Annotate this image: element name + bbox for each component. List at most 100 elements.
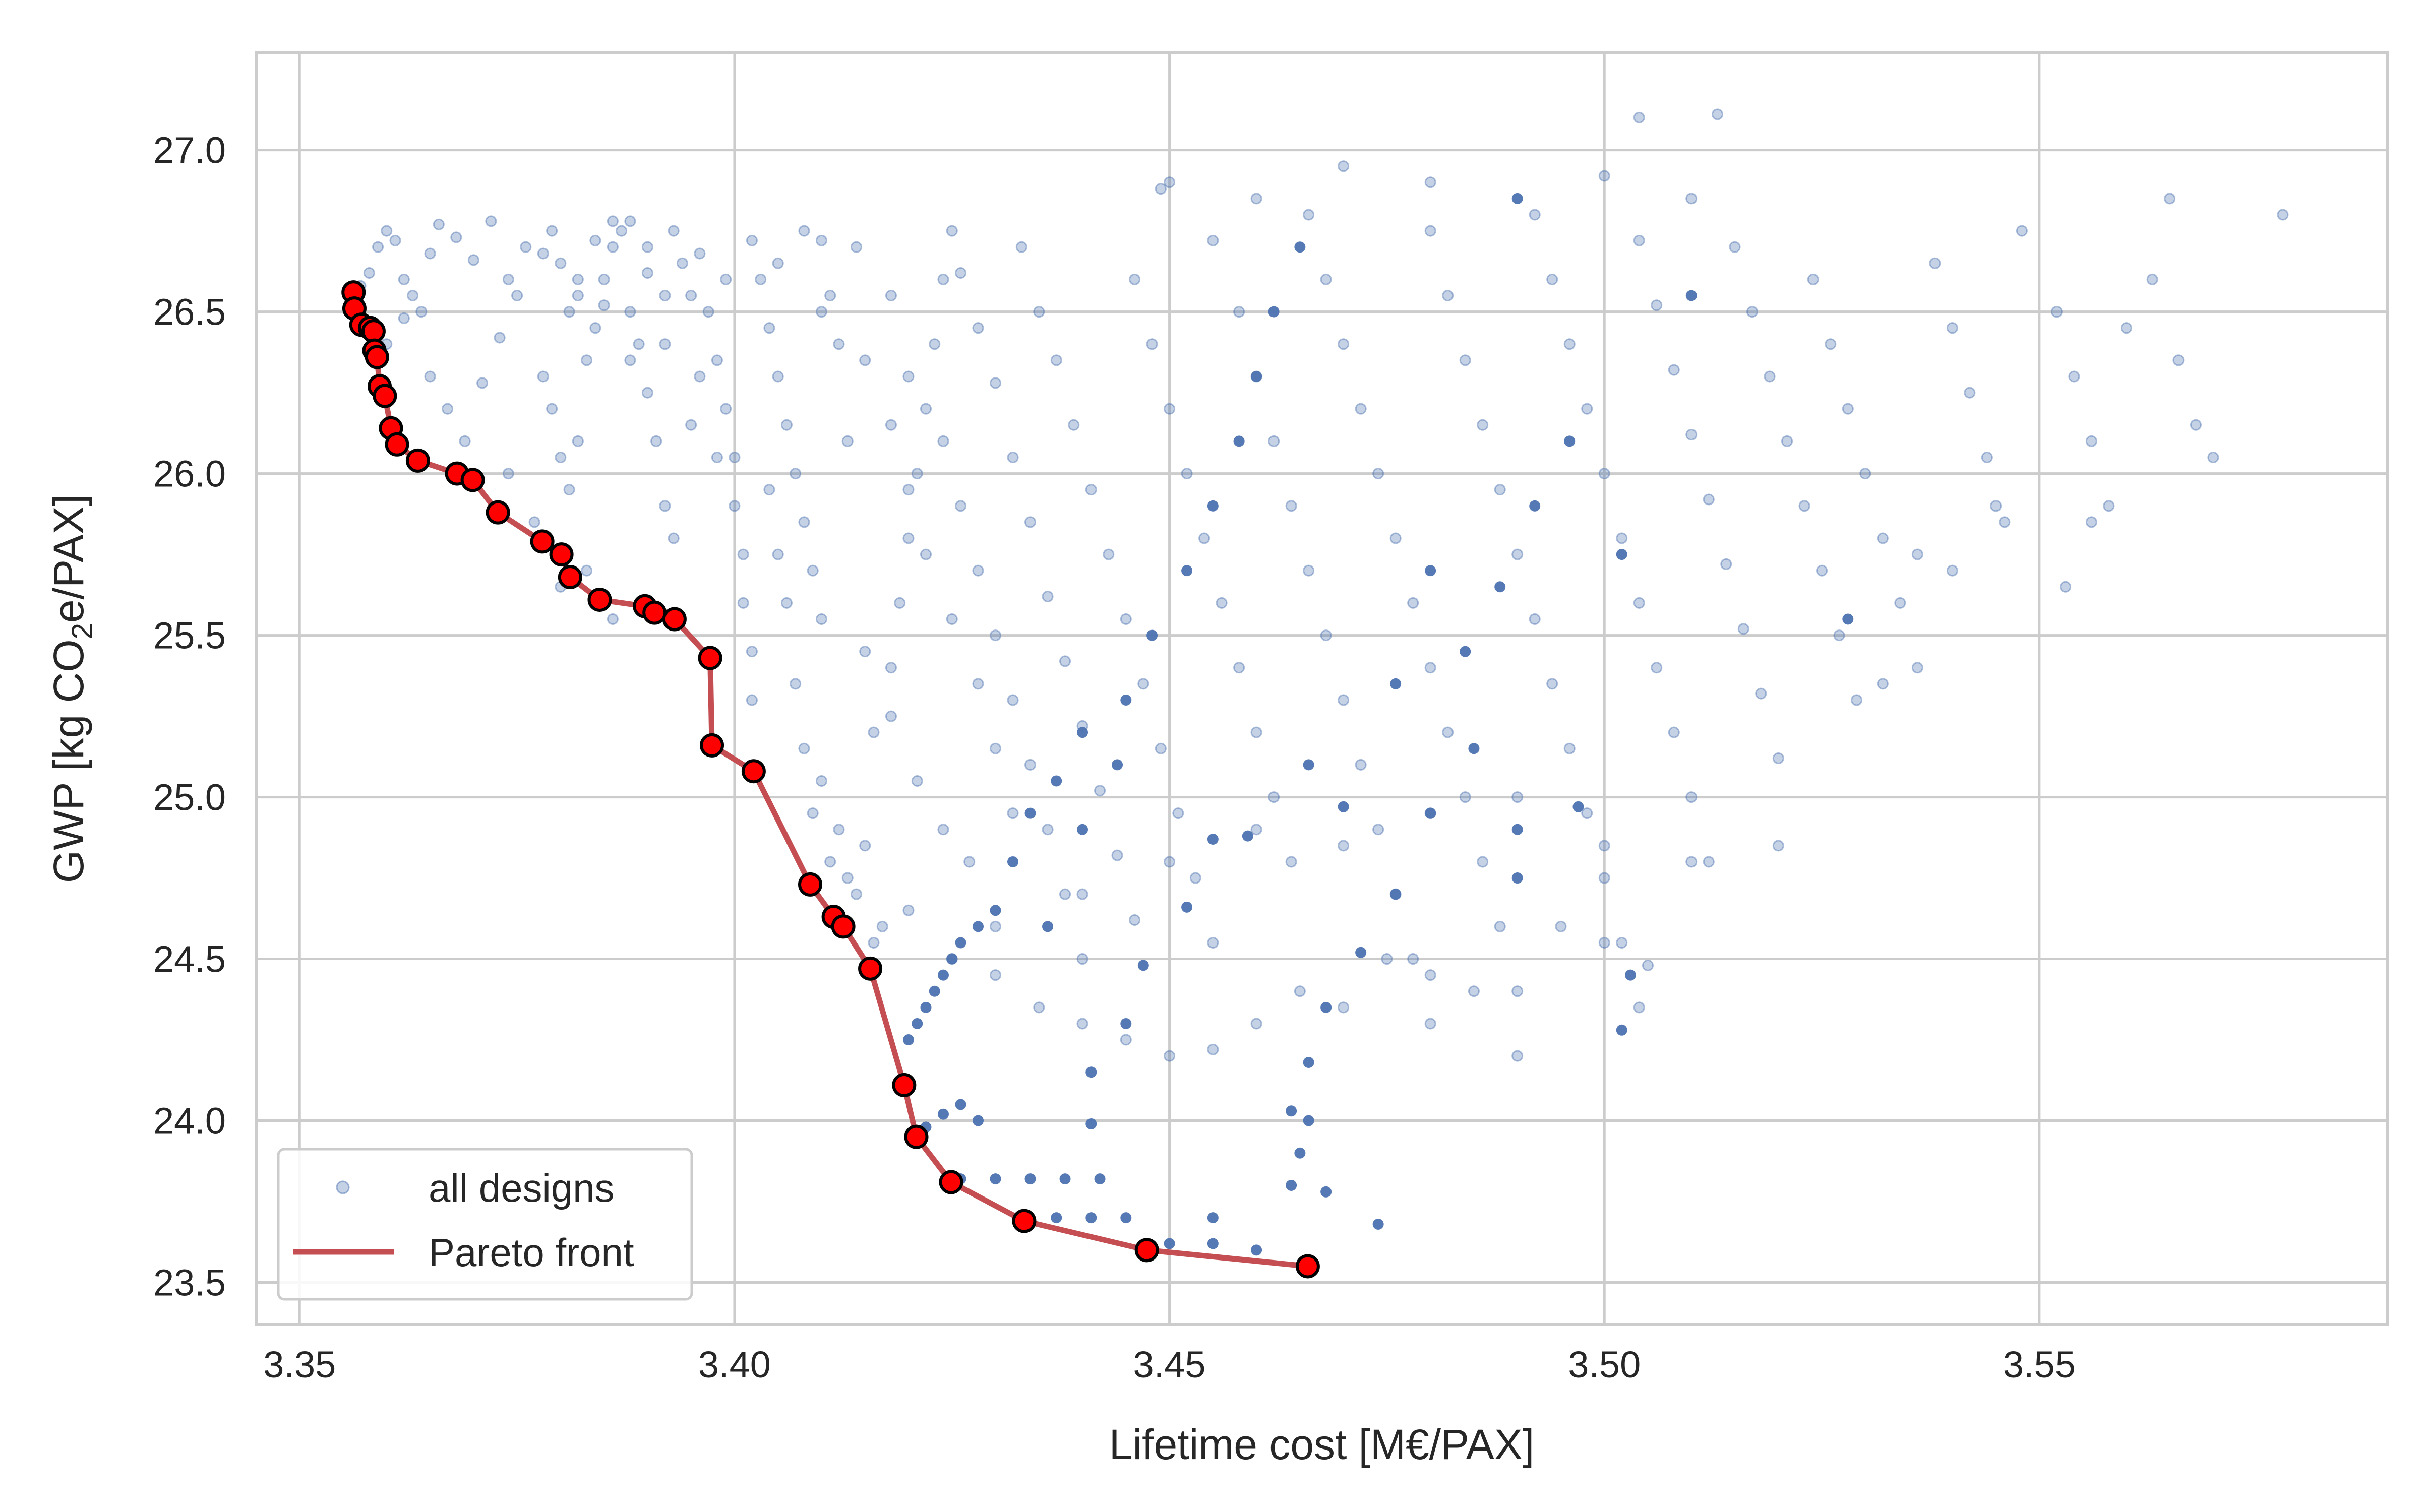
legend-all-designs-label: all designs [429, 1166, 615, 1210]
y-tick-label: 25.5 [153, 615, 226, 657]
design-point-dense [1164, 1238, 1175, 1249]
design-point [1181, 468, 1193, 480]
design-point-dense [1094, 1173, 1106, 1185]
design-point [902, 484, 915, 496]
design-point-dense [1251, 370, 1262, 382]
design-point [1685, 193, 1698, 205]
design-point [1685, 856, 1698, 868]
design-point [833, 338, 845, 350]
design-point [1651, 662, 1663, 674]
design-point [467, 254, 479, 266]
design-point-dense [1251, 1244, 1262, 1256]
design-point [398, 273, 410, 285]
design-point [911, 468, 923, 480]
design-point [1424, 662, 1436, 674]
design-point [1598, 170, 1610, 182]
design-point [1189, 872, 1201, 884]
design-point [485, 215, 497, 227]
design-point [1581, 403, 1593, 415]
design-point [1250, 824, 1262, 836]
design-point [1355, 759, 1367, 771]
design-point [763, 322, 775, 334]
design-point [1772, 840, 1784, 852]
design-point [546, 403, 558, 415]
design-point [885, 289, 897, 301]
design-point [972, 678, 984, 690]
design-point [1424, 176, 1436, 188]
design-point [1372, 468, 1384, 480]
design-point [885, 662, 897, 674]
design-point-dense [1390, 678, 1402, 689]
design-point-dense [1616, 1024, 1627, 1036]
pareto-point [558, 565, 582, 590]
design-point [1746, 306, 1759, 318]
design-point [659, 289, 671, 301]
design-point [1068, 419, 1080, 431]
design-point-dense [1207, 1212, 1219, 1224]
pareto-point [904, 1124, 929, 1149]
pareto-point [460, 468, 485, 492]
design-point [1816, 564, 1828, 577]
design-point [676, 257, 688, 269]
x-axis-label: Lifetime cost [M€/PAX] [1109, 1421, 1534, 1468]
design-point [2164, 193, 2176, 205]
design-point [1703, 493, 1715, 506]
plot-frame [255, 51, 2389, 1326]
design-point [2207, 451, 2219, 463]
design-point [1685, 429, 1698, 441]
design-point [954, 500, 966, 512]
design-point [2068, 370, 2080, 383]
design-point [1563, 742, 1576, 754]
pareto-point [698, 646, 722, 670]
design-point [1668, 364, 1680, 376]
design-point [363, 267, 375, 279]
y-tick-label: 25.0 [153, 777, 226, 818]
design-point [502, 468, 514, 480]
design-point-dense [1181, 565, 1193, 577]
design-point [1999, 516, 2011, 528]
design-point [1338, 160, 1350, 172]
design-point [1781, 435, 1793, 447]
design-point [1424, 225, 1436, 237]
design-point [381, 225, 393, 237]
design-point [859, 840, 871, 852]
design-point [1155, 183, 1167, 195]
design-point [372, 241, 384, 253]
design-point [1772, 752, 1784, 765]
design-point [1059, 655, 1071, 667]
design-point [720, 273, 732, 285]
design-point [1303, 209, 1315, 221]
design-point [546, 225, 558, 237]
design-point [1294, 985, 1306, 997]
design-point-dense [1320, 1001, 1332, 1013]
design-point [607, 613, 619, 625]
pareto-point [831, 914, 856, 939]
design-point [607, 241, 619, 253]
design-point [1198, 532, 1211, 544]
design-point-dense [929, 985, 940, 997]
design-point [1407, 953, 1419, 965]
legend-all-designs-marker [336, 1180, 350, 1194]
design-point [650, 435, 662, 447]
design-point-dense [1468, 743, 1480, 754]
design-point [555, 451, 567, 463]
design-point [1842, 403, 1854, 415]
design-point [1529, 613, 1541, 625]
legend-pareto-front-label: Pareto front [429, 1230, 634, 1275]
design-point [1250, 726, 1262, 738]
design-point [1459, 791, 1471, 803]
design-point [1076, 953, 1088, 965]
scatter-points [354, 108, 2289, 1256]
design-point [711, 451, 723, 463]
y-tick-label: 24.0 [153, 1100, 226, 1142]
design-point [711, 354, 723, 366]
design-point [1250, 1018, 1262, 1030]
design-point [694, 247, 706, 260]
design-point [476, 377, 489, 389]
design-point [1407, 597, 1419, 609]
design-point-dense [1207, 500, 1219, 512]
design-point [1050, 354, 1062, 366]
design-point [2050, 306, 2063, 318]
design-point [624, 306, 636, 318]
design-point [1825, 338, 1837, 350]
